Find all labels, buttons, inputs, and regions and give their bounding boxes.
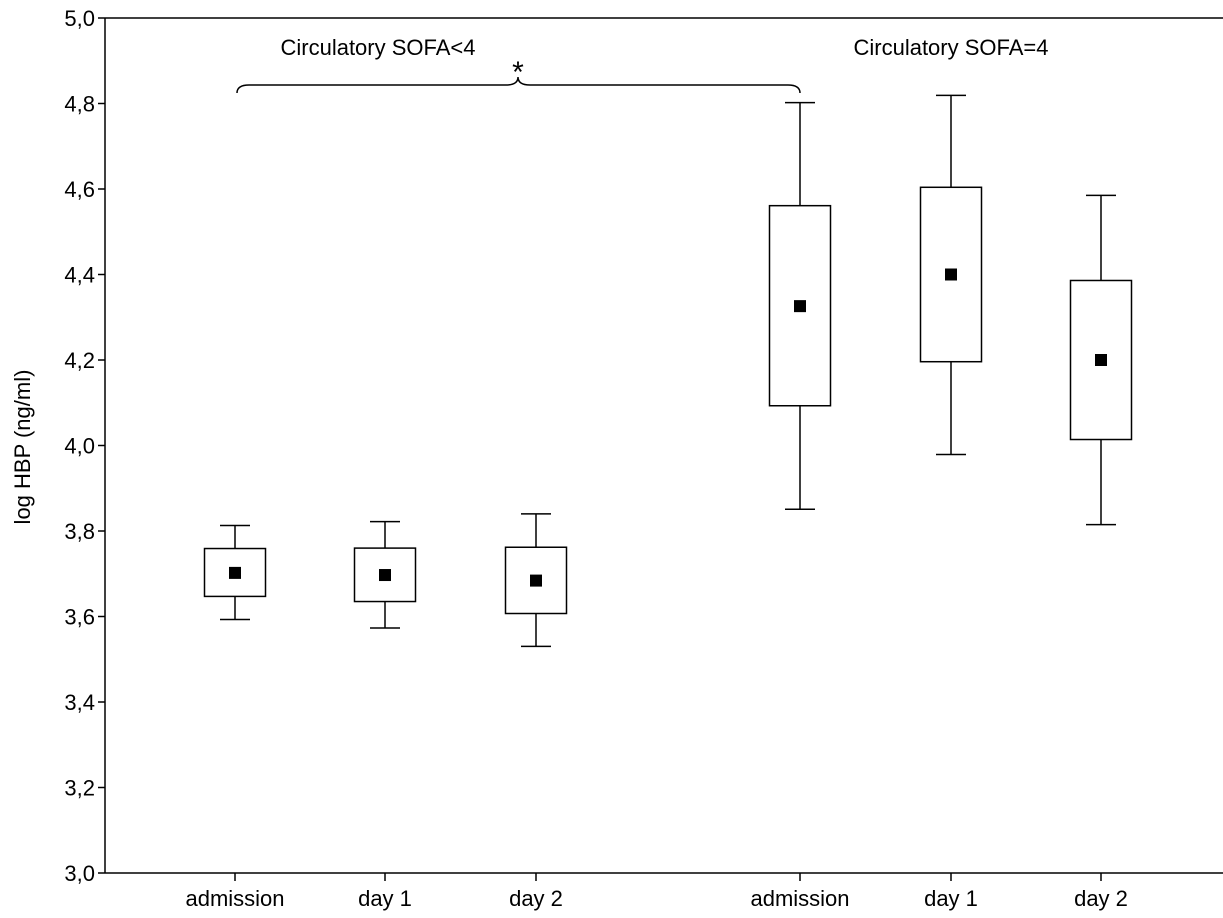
x-tick-label: day 1 [924,886,978,911]
x-tick-label: day 1 [358,886,412,911]
y-tick-label: 4,4 [64,263,95,288]
median-marker [1095,354,1107,366]
y-tick-label: 3,0 [64,861,95,886]
box-2-day-1 [919,94,983,456]
y-tick-label: 3,8 [64,519,95,544]
significance-brace [236,76,801,94]
y-tick-label: 3,4 [64,690,95,715]
plot-marks: Circulatory SOFA<4 Circulatory SOFA=4 * [203,35,1133,648]
median-marker [945,268,957,281]
y-tick-label: 3,6 [64,605,95,630]
median-marker [229,566,241,579]
y-tick-label: 4,0 [64,434,95,459]
x-tick-label: admission [750,886,849,911]
group-label-sofa-eq-4: Circulatory SOFA=4 [853,35,1048,60]
x-tick-label: day 2 [509,886,563,911]
x-tick-label: admission [185,886,284,911]
box-2-day-2 [1069,194,1133,526]
y-tick-label: 4,6 [64,177,95,202]
group-label-sofa-lt-4: Circulatory SOFA<4 [280,35,475,60]
y-tick-label: 4,2 [64,348,95,373]
axes: 3,0 3,2 3,4 3,6 3,8 4,0 4,2 4,4 4,6 4,8 5,0 admissi… [64,6,1223,911]
median-marker [794,300,806,313]
y-axis-label: log HBP (ng/ml) [10,370,35,525]
x-tick-label: day 2 [1074,886,1128,911]
y-tick-label: 3,2 [64,776,95,801]
y-tick-label: 5,0 [64,6,95,31]
y-tick-label: 4,8 [64,92,95,117]
significance-asterisk: * [512,56,524,89]
box-1-day-1 [353,520,417,629]
box-1-day-2 [504,513,568,648]
box-2-admission [768,101,832,510]
median-marker [530,574,542,587]
box-1-admission [203,524,267,621]
median-marker [379,569,391,582]
